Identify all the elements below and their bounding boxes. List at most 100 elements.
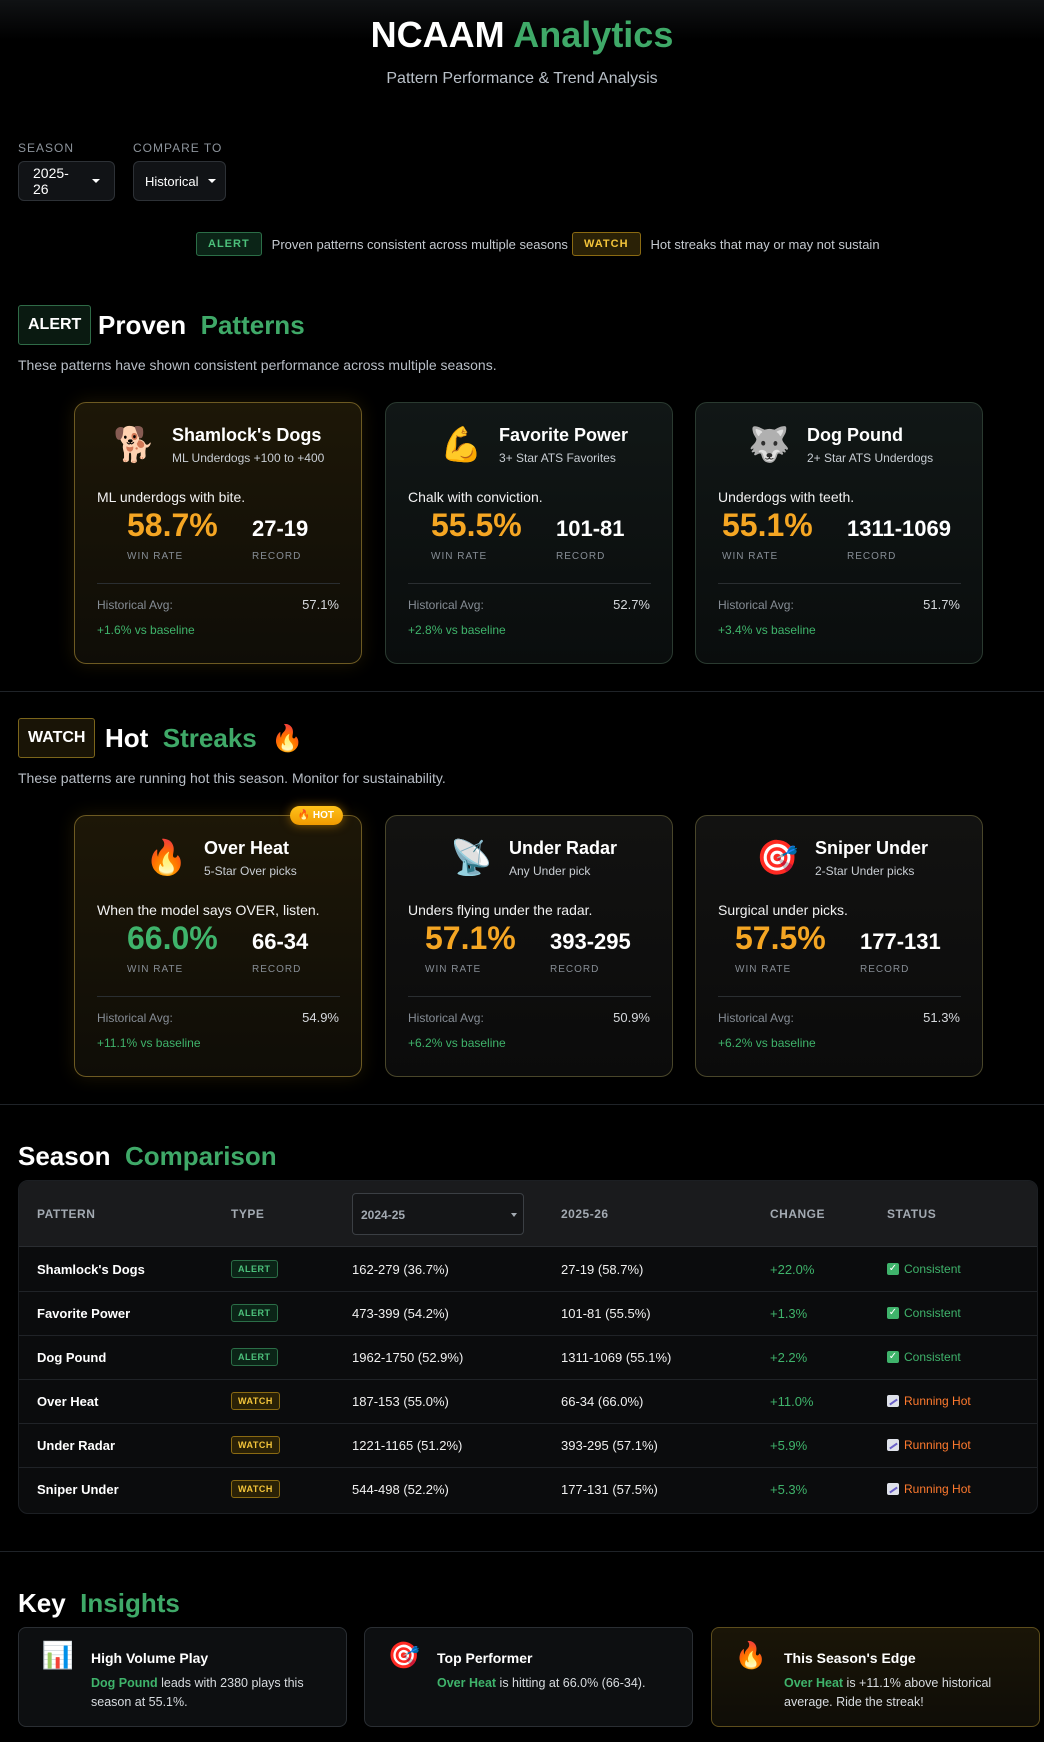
legend-alert: ALERT Proven patterns consistent across …: [196, 232, 568, 256]
row-status: Running Hot: [887, 1394, 971, 1408]
baseline-delta: +1.6% vs baseline: [97, 623, 195, 637]
status-text: Running Hot: [904, 1438, 971, 1452]
table-row[interactable]: Sniper Under WATCH 544-498 (52.2%) 177-1…: [19, 1468, 1037, 1512]
pattern-card-shamlocks-dogs[interactable]: 🐕 Shamlock's Dogs ML Underdogs +100 to +…: [74, 402, 362, 664]
comparison-title-main: Season: [18, 1141, 111, 1171]
col-current-season: 2025-26: [561, 1207, 609, 1221]
fire-icon: 🔥: [734, 1640, 768, 1670]
section-divider: [0, 1104, 1044, 1105]
chevron-down-icon: [208, 179, 217, 183]
fire-icon: 🔥: [271, 723, 304, 753]
season-select[interactable]: 2025-26: [18, 161, 115, 201]
section-divider: [0, 1551, 1044, 1552]
insight-text: Dog Pound leads with 2380 plays this sea…: [91, 1674, 326, 1712]
row-pattern: Favorite Power: [37, 1306, 131, 1321]
chevron-down-icon: [511, 1213, 517, 1217]
trending-up-icon: [887, 1483, 899, 1495]
card-divider: [408, 583, 651, 584]
comparison-title-accent: Comparison: [124, 1141, 277, 1171]
insight-body: is hitting at 66.0% (66-34).: [496, 1676, 646, 1690]
row-status: ✓ Consistent: [887, 1262, 961, 1276]
card-name: Dog Pound: [807, 425, 903, 445]
row-status: Running Hot: [887, 1482, 971, 1496]
table-row[interactable]: Under Radar WATCH 1221-1165 (51.2%) 393-…: [19, 1424, 1037, 1468]
baseline-delta: +3.4% vs baseline: [718, 623, 816, 637]
app-title-accent: Analytics: [513, 14, 674, 55]
hot-title-accent: Streaks: [162, 723, 257, 753]
prev-season-select[interactable]: 2024-25: [352, 1193, 524, 1235]
card-win-rate: 57.1%: [425, 920, 516, 956]
row-curr: 393-295 (57.1%): [561, 1438, 658, 1453]
pattern-card-favorite-power[interactable]: 💪 Favorite Power 3+ Star ATS Favorites C…: [385, 402, 673, 664]
table-row[interactable]: Dog Pound ALERT 1962-1750 (52.9%) 1311-1…: [19, 1336, 1037, 1380]
row-change: +5.3%: [770, 1482, 808, 1497]
insight-title: High Volume Play: [91, 1650, 209, 1666]
win-rate-label: WIN RATE: [425, 964, 482, 975]
card-name: Favorite Power: [499, 425, 629, 445]
record-label: RECORD: [847, 551, 897, 562]
row-curr: 101-81 (55.5%): [561, 1306, 651, 1321]
watch-badge: WATCH: [231, 1480, 280, 1498]
alert-badge: ALERT: [196, 232, 262, 256]
card-record: 66-34: [252, 929, 309, 954]
row-status: ✓ Consistent: [887, 1350, 961, 1364]
insights-section-title: Key Insights: [18, 1588, 180, 1619]
record-label: RECORD: [550, 964, 600, 975]
hot-description: These patterns are running hot this seas…: [18, 770, 446, 786]
historical-avg-value: 52.7%: [613, 597, 650, 612]
card-win-rate: 55.5%: [431, 507, 522, 543]
col-pattern: PATTERN: [37, 1207, 96, 1221]
insight-highlight: Over Heat: [437, 1676, 497, 1690]
insight-highlight: Over Heat: [784, 1676, 844, 1690]
insight-highlight: Dog Pound: [91, 1676, 158, 1690]
pattern-card-dog-pound[interactable]: 🐺 Dog Pound 2+ Star ATS Underdogs Underd…: [695, 402, 983, 664]
card-divider: [97, 583, 340, 584]
record-label: RECORD: [860, 964, 910, 975]
hot-section-title: Hot Streaks 🔥: [105, 723, 304, 754]
legend-alert-text: Proven patterns consistent across multip…: [271, 236, 568, 252]
win-rate-label: WIN RATE: [722, 551, 779, 562]
card-name: Shamlock's Dogs: [172, 425, 322, 445]
chevron-down-icon: [92, 179, 100, 183]
historical-avg-label: Historical Avg:: [718, 1011, 794, 1025]
historical-avg-value: 51.3%: [923, 1010, 960, 1025]
alert-badge: ALERT: [231, 1260, 278, 1278]
table-row[interactable]: Favorite Power ALERT 473-399 (54.2%) 101…: [19, 1292, 1037, 1336]
bar-chart-icon: 📊: [41, 1640, 75, 1670]
satellite-dish-icon: 📡: [450, 839, 493, 877]
row-change: +5.9%: [770, 1438, 808, 1453]
row-status: ✓ Consistent: [887, 1306, 961, 1320]
compare-select[interactable]: Historical: [133, 161, 226, 201]
baseline-delta: +6.2% vs baseline: [408, 1036, 506, 1050]
historical-avg-label: Historical Avg:: [408, 598, 484, 612]
pattern-card-sniper-under[interactable]: 🎯 Sniper Under 2-Star Under picks Surgic…: [695, 815, 983, 1077]
alert-badge: ALERT: [231, 1348, 278, 1366]
alert-badge: ALERT: [231, 1304, 278, 1322]
baseline-delta: +11.1% vs baseline: [97, 1036, 201, 1050]
table-row[interactable]: Over Heat WATCH 187-153 (55.0%) 66-34 (6…: [19, 1380, 1037, 1424]
card-subtitle: Any Under pick: [509, 864, 591, 878]
card-win-rate: 66.0%: [127, 920, 218, 956]
wolf-icon: 🐺: [748, 426, 791, 464]
compare-select-value: Historical: [145, 173, 199, 189]
pattern-card-under-radar[interactable]: 📡 Under Radar Any Under pick Unders flyi…: [385, 815, 673, 1077]
insight-title: This Season's Edge: [784, 1650, 916, 1666]
table-row[interactable]: Shamlock's Dogs ALERT 162-279 (36.7%) 27…: [19, 1248, 1037, 1292]
proven-section-title: Proven Patterns: [98, 310, 305, 341]
col-status: STATUS: [887, 1207, 937, 1221]
record-label: RECORD: [556, 551, 606, 562]
card-tagline: Chalk with conviction.: [408, 489, 543, 505]
card-win-rate: 58.7%: [127, 507, 218, 543]
checkmark-icon: ✓: [887, 1351, 899, 1363]
trending-up-icon: [887, 1439, 899, 1451]
season-select-value: 2025-26: [33, 165, 69, 197]
pattern-card-over-heat[interactable]: 🔥 HOT 🔥 Over Heat 5-Star Over picks When…: [74, 806, 362, 1077]
legend-watch-text: Hot streaks that may or may not sustain: [650, 236, 880, 252]
watch-badge: WATCH: [572, 232, 641, 256]
card-record: 393-295: [550, 929, 631, 954]
card-subtitle: 2-Star Under picks: [815, 864, 915, 878]
proven-title-main: Proven: [98, 310, 187, 340]
historical-avg-label: Historical Avg:: [97, 598, 173, 612]
status-text: Running Hot: [904, 1394, 971, 1408]
table-header: PATTERN TYPE 2024-25 2025-26 CHANGE STAT…: [19, 1181, 1037, 1247]
